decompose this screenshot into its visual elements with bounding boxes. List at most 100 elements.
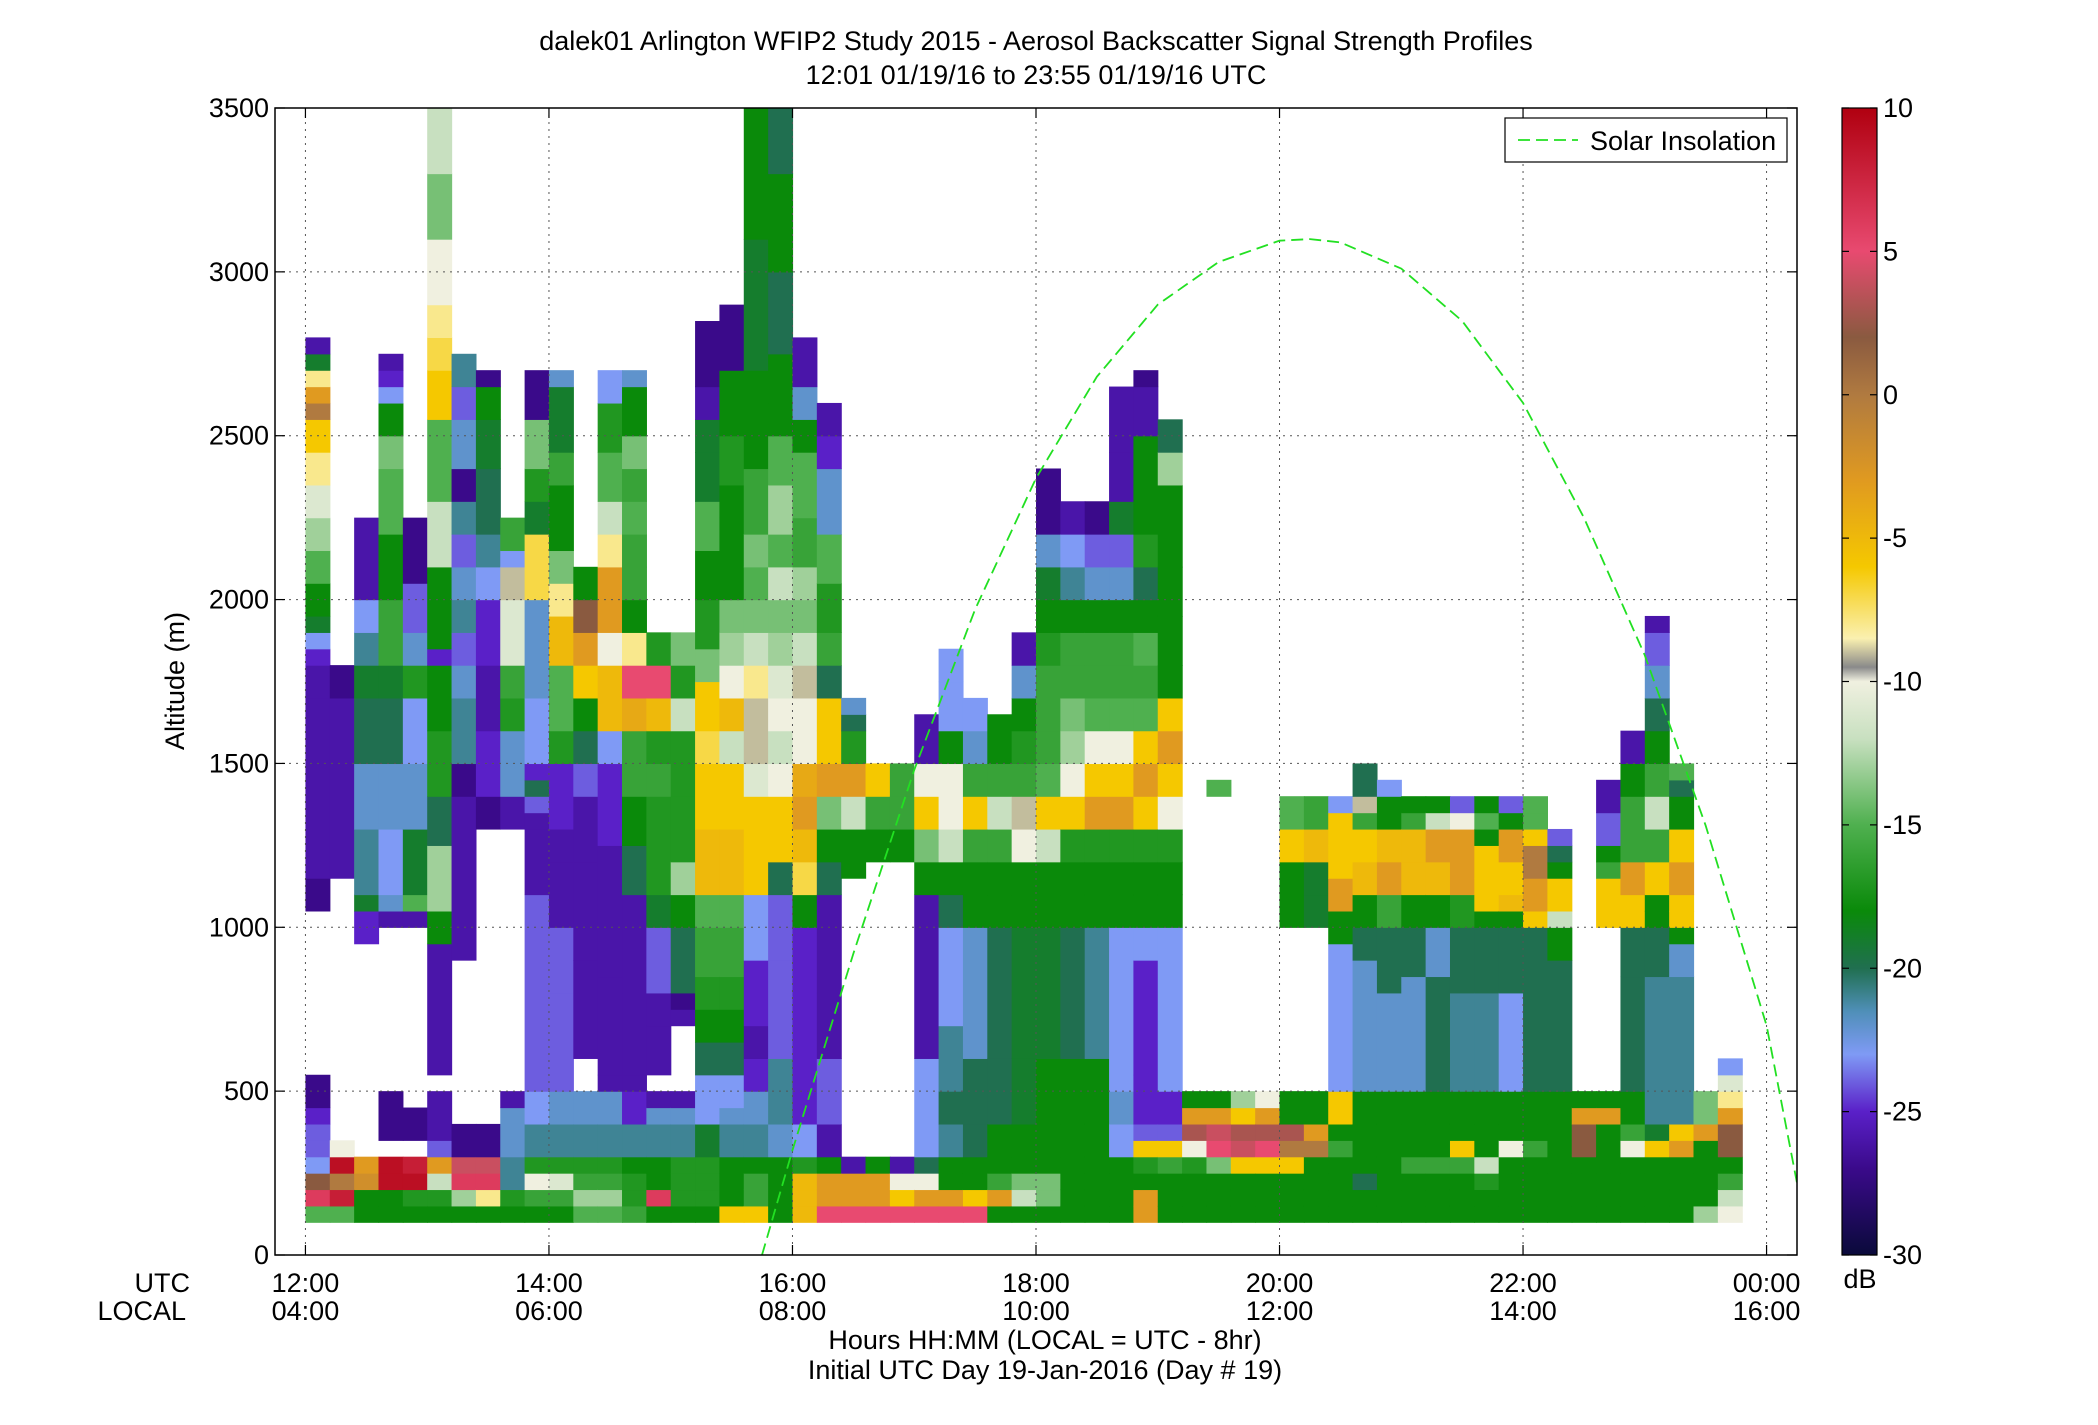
heatmap-cell [378,353,404,371]
heatmap-cell [1011,894,1037,928]
heatmap-cell [1401,796,1427,814]
heatmap-cell [768,435,794,486]
heatmap-cell [938,828,964,863]
heatmap-cell [1157,730,1183,765]
heatmap-cell [402,632,428,666]
heatmap-cell [646,796,672,896]
heatmap-cell [597,452,623,502]
heatmap-cell [938,648,964,683]
heatmap-cell [1401,1189,1427,1207]
heatmap-cell [402,517,428,584]
heatmap-cell [305,1189,331,1207]
heatmap-cell [597,402,623,453]
heatmap-cell [768,566,794,601]
heatmap-cell [427,665,453,732]
heatmap-cell [719,697,745,732]
heatmap-cell [548,370,574,388]
heatmap-cell [865,1205,891,1223]
heatmap-cell [1547,861,1573,879]
colorbar-tick-label: 0 [1883,380,1898,410]
heatmap-cell [1620,796,1646,830]
heatmap-cell [1693,1156,1719,1174]
heatmap-cell [1376,828,1402,863]
heatmap-cell [1474,1205,1500,1223]
heatmap-cell [792,730,818,765]
heatmap-cell [1133,1074,1159,1125]
heatmap-cell [1644,615,1670,633]
heatmap-cell [1717,1189,1743,1207]
heatmap-cell [1084,1173,1110,1191]
heatmap-cell [1157,861,1183,896]
heatmap-cell [1717,1173,1743,1191]
heatmap-cell [1620,894,1646,928]
heatmap-cell [597,370,623,404]
heatmap-cell [1279,828,1305,863]
heatmap-cell [1133,861,1159,896]
heatmap-cell [792,1123,818,1158]
heatmap-cell [573,1091,599,1125]
heatmap-cell [305,1205,331,1223]
heatmap-cell [1133,730,1159,765]
heatmap-cell [987,1123,1013,1158]
heatmap-cell [719,763,745,830]
heatmap-cell [597,1189,623,1207]
heatmap-cell [743,534,769,568]
heatmap-cell [1303,1091,1329,1125]
x-tick-label-local: 12:00 [1246,1296,1314,1326]
heatmap-cell [1644,927,1670,978]
heatmap-cell [524,534,550,601]
heatmap-cell [354,599,380,633]
heatmap-cell [768,599,794,633]
heatmap-cell [548,730,574,765]
heatmap-cell [1449,1123,1475,1141]
heatmap-cell [768,353,794,404]
heatmap-cell [914,1156,940,1174]
heatmap-cell [1036,632,1061,666]
heatmap-cell [548,992,574,1092]
heatmap-cell [1620,828,1646,863]
heatmap-cell [768,632,794,666]
heatmap-cell [1425,1173,1451,1191]
heatmap-cell [597,1091,623,1125]
heatmap-cell [1523,1156,1548,1174]
heatmap-cell [329,1156,355,1174]
heatmap-cell [548,386,574,453]
heatmap-cell [1498,1173,1524,1191]
heatmap-cell [719,1205,745,1223]
heatmap-cell [354,697,380,765]
heatmap-cell [427,845,453,912]
heatmap-cell [524,812,550,830]
heatmap-cell [646,1173,672,1191]
heatmap-cell [1717,1091,1743,1109]
heatmap-cell [1523,960,1548,1092]
heatmap-cell [1182,1091,1208,1109]
heatmap-cell [1328,1156,1354,1174]
heatmap-cell [987,1156,1013,1174]
heatmap-cell [1596,1107,1622,1125]
y-tick-label: 2500 [209,421,269,451]
heatmap-cell [1109,927,1135,1059]
heatmap-cell [1109,566,1135,601]
heatmap-cell [1133,566,1159,601]
heatmap-cell [1109,1189,1135,1207]
heatmap-cell [524,894,550,1092]
heatmap-cell [1449,894,1475,928]
heatmap-cell [646,1123,672,1158]
heatmap-cell [548,828,574,863]
heatmap-cell [427,239,453,306]
heatmap-cell [987,861,1013,896]
heatmap-cell [427,501,453,568]
heatmap-cell [670,796,696,863]
heatmap-cell [962,697,988,732]
heatmap-cell [622,1156,647,1174]
heatmap-cell [524,1173,550,1191]
heatmap-cell [914,1189,940,1207]
heatmap-cell [1084,501,1110,535]
heatmap-cell [743,1058,769,1092]
heatmap-cell [402,1173,428,1191]
heatmap-cell [1669,894,1695,912]
heatmap-cell [1303,1140,1329,1158]
heatmap-cell [1669,927,1695,945]
heatmap-cell [1376,1156,1402,1174]
